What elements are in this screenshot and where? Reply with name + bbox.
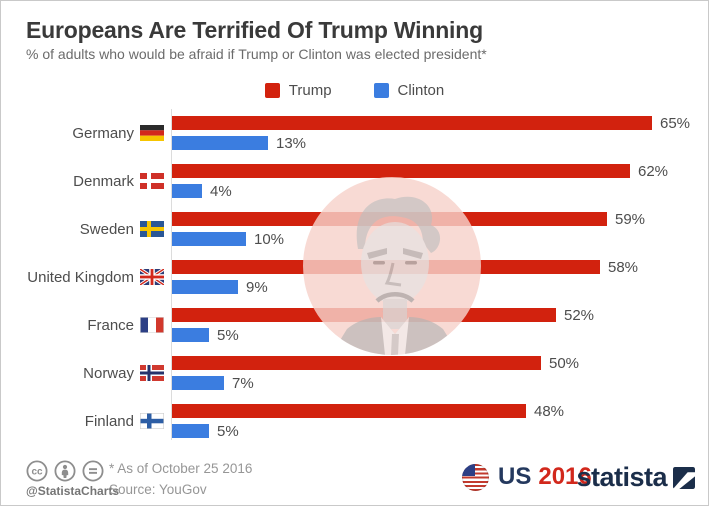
chart-row: United Kingdom 58% 9%: [1, 253, 708, 301]
chart-row: Finland 48% 5%: [1, 397, 708, 445]
trump-bar: [172, 356, 541, 370]
country-label: Denmark: [73, 173, 134, 190]
country-label: Germany: [72, 125, 134, 142]
clinton-value-label: 9%: [246, 279, 268, 296]
clinton-bar: [172, 424, 209, 438]
country-label: Sweden: [79, 221, 134, 238]
us-2016-badge: US 2016: [462, 463, 592, 491]
statista-wordmark: statista: [576, 462, 667, 492]
clinton-value-label: 13%: [276, 135, 307, 152]
legend-label-clinton: Clinton: [397, 82, 445, 99]
country-label: United Kingdom: [27, 269, 134, 286]
axis-line: [171, 109, 172, 440]
legend-item-trump: Trump: [264, 82, 332, 99]
trump-value-label: 62%: [638, 163, 669, 180]
clinton-value-label: 7%: [232, 375, 254, 392]
trump-bar: [172, 116, 652, 130]
country-label: Finland: [84, 413, 134, 430]
flag-finland: [140, 413, 164, 429]
footnote: * As of October 25 2016: [109, 461, 253, 476]
trump-value-label: 48%: [534, 403, 565, 420]
clinton-bar: [172, 280, 238, 294]
clinton-bar: [172, 136, 268, 150]
statista-logo: statista: [576, 462, 695, 493]
trump-swatch: [264, 83, 280, 98]
legend-label-trump: Trump: [288, 82, 332, 99]
flag-united-kingdom: [140, 269, 164, 285]
flag-norway: [140, 365, 164, 381]
trump-portrait-watermark: [303, 177, 481, 355]
chart-row: Denmark 62% 4%: [1, 157, 708, 205]
clinton-value-label: 4%: [210, 183, 232, 200]
source-note: Source: YouGov: [109, 482, 207, 497]
chart-row: Norway 50% 7%: [1, 349, 708, 397]
clinton-bar: [172, 184, 202, 198]
flag-denmark: [140, 173, 164, 189]
trump-face-icon: [331, 196, 459, 355]
us-flag-icon: [462, 463, 489, 491]
trump-value-label: 52%: [564, 307, 595, 324]
cc-icon: cc: [26, 460, 48, 482]
page-title: Europeans Are Terrified Of Trump Winning: [26, 17, 483, 43]
page-subtitle: % of adults who would be afraid if Trump…: [26, 46, 487, 62]
statista-mark-icon: [673, 466, 695, 489]
chart-row: Germany 65% 13%: [1, 109, 708, 157]
flag-germany: [140, 125, 164, 141]
country-label: France: [87, 317, 134, 334]
equals-icon: [82, 460, 104, 482]
clinton-swatch: [373, 83, 389, 98]
clinton-value-label: 5%: [217, 423, 239, 440]
badge-us-label: US: [498, 463, 532, 490]
trump-value-label: 59%: [615, 211, 646, 228]
attribution-icon: [54, 460, 76, 482]
country-label: Norway: [83, 365, 134, 382]
clinton-bar: [172, 376, 224, 390]
clinton-value-label: 10%: [254, 231, 285, 248]
clinton-value-label: 5%: [217, 327, 239, 344]
svg-text:cc: cc: [31, 467, 43, 478]
trump-value-label: 50%: [549, 355, 580, 372]
badge-year-label: 2016: [538, 463, 592, 490]
trump-value-label: 65%: [660, 115, 691, 132]
trump-bar: [172, 164, 630, 178]
clinton-bar: [172, 328, 209, 342]
trump-value-label: 58%: [608, 259, 639, 276]
flag-france: [140, 317, 164, 333]
license-icons: cc: [26, 460, 104, 482]
clinton-bar: [172, 232, 246, 246]
flag-sweden: [140, 221, 164, 237]
statista-handle: @StatistaCharts: [26, 484, 120, 498]
legend: Trump Clinton: [1, 82, 708, 99]
trump-bar: [172, 404, 526, 418]
legend-item-clinton: Clinton: [373, 82, 445, 99]
